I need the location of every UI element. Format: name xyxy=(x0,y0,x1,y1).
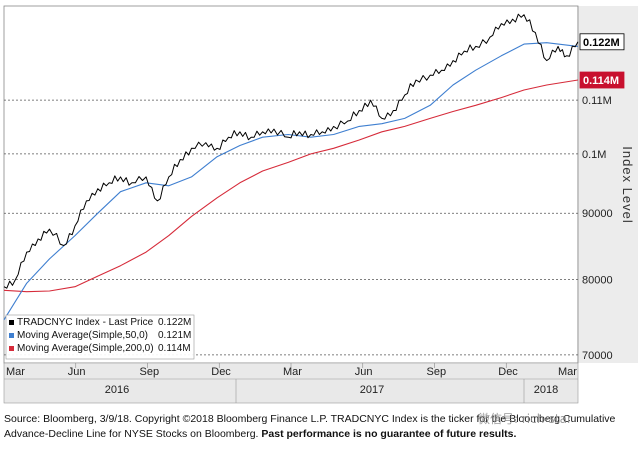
legend-value: 0.114M xyxy=(158,343,191,354)
series-line xyxy=(3,13,579,289)
plot-area xyxy=(3,5,579,364)
y-tick-label: 0.11M xyxy=(582,95,612,107)
x-axis-band xyxy=(3,362,579,404)
y-axis-title: Index Level xyxy=(620,146,635,224)
x-tick-label: Mar xyxy=(6,366,25,378)
x-tick-label: Jun xyxy=(68,366,86,378)
x-tick-label: Mar xyxy=(283,366,302,378)
source-note: Source: Bloomberg, 3/9/18. Copyright ©20… xyxy=(4,412,636,442)
last-value-tag xyxy=(579,71,625,89)
x-tick-label: Dec xyxy=(211,366,231,378)
legend-swatch xyxy=(9,320,14,325)
series-lines xyxy=(3,13,579,321)
y-tick-label: 70000 xyxy=(582,350,613,362)
legend-swatch xyxy=(9,333,14,338)
x-tick-label: Dec xyxy=(498,366,518,378)
legend-label: Moving Average(Simple,200,0) xyxy=(17,343,154,354)
legend-label: TRADCNYC Index - Last Price xyxy=(17,317,154,328)
legend-value: 0.121M xyxy=(158,330,191,341)
legend: TRADCNYC Index - Last Price 0.122M Moving … xyxy=(5,314,195,360)
y-tick-label: 0.1M xyxy=(582,149,606,161)
x-tick-label: Sep xyxy=(427,366,447,378)
source-text: Source: Bloomberg, 3/9/18. Copyright ©20… xyxy=(4,413,616,440)
watermark: 微信号: rich-star xyxy=(478,412,572,426)
x-tick-label: Sep xyxy=(140,366,160,378)
x-year-label: 2017 xyxy=(360,384,384,396)
last-value-tag xyxy=(579,33,625,51)
last-value-tag-label: 0.122M xyxy=(583,37,620,49)
x-tick-label: Mar xyxy=(558,366,577,378)
legend-value: 0.122M xyxy=(158,317,191,328)
legend-swatch xyxy=(9,346,14,351)
legend-label: Moving Average(Simple,50,0) xyxy=(17,330,148,341)
legend-box xyxy=(5,314,195,360)
last-value-tags: 0.122M 0.114M xyxy=(579,33,625,89)
series-line xyxy=(3,42,579,321)
disclaimer-text: Past performance is no guarantee of futu… xyxy=(261,428,517,440)
y-tick-label: 80000 xyxy=(582,275,613,287)
x-year-label: 2016 xyxy=(105,384,129,396)
x-tick-label: Jun xyxy=(355,366,373,378)
x-tick-labels: Mar Jun Sep Dec Mar Jun Sep Dec Mar 2016 2017 2018 xyxy=(6,363,577,403)
y-axis-band xyxy=(578,6,638,363)
last-value-tag-label: 0.114M xyxy=(583,75,619,87)
y-tick-labels: 70000 80000 90000 0.1M 0.11M xyxy=(582,95,613,362)
x-year-label: 2018 xyxy=(534,384,558,396)
series-line xyxy=(3,79,579,293)
y-tick-label: 90000 xyxy=(582,208,613,220)
